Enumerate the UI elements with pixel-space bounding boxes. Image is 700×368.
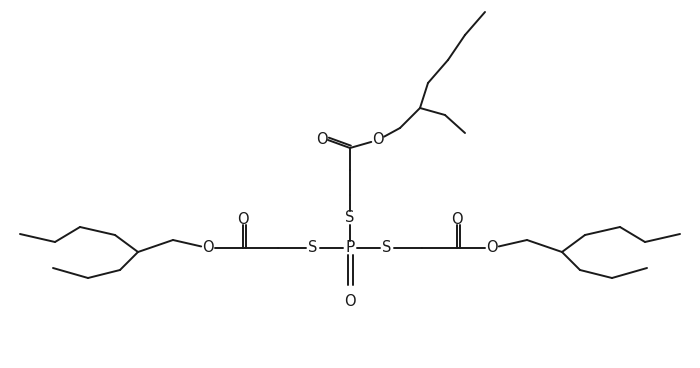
Text: S: S — [308, 241, 318, 255]
Text: O: O — [452, 212, 463, 226]
Text: S: S — [345, 210, 355, 226]
Text: O: O — [372, 132, 384, 148]
Text: O: O — [316, 132, 328, 148]
Text: S: S — [382, 241, 392, 255]
Text: O: O — [237, 212, 248, 226]
Text: O: O — [344, 294, 356, 308]
Text: P: P — [345, 241, 355, 255]
Text: O: O — [486, 241, 498, 255]
Text: O: O — [202, 241, 214, 255]
